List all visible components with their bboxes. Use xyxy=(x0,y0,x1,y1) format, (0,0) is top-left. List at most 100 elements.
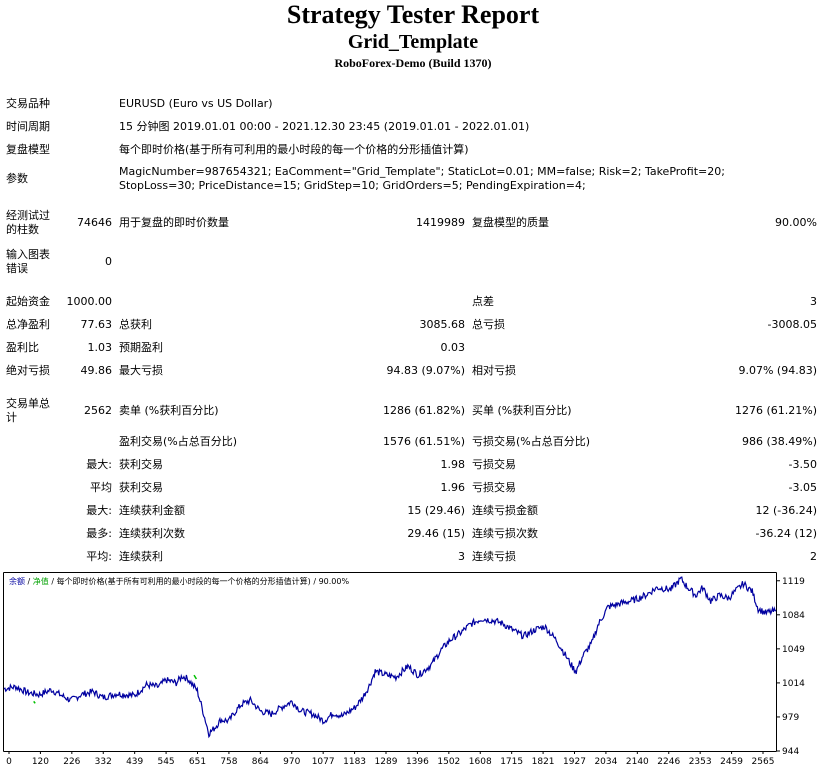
server-build: RoboForex-Demo (Build 1370) xyxy=(334,56,492,70)
quality-label: 复盘模型的质量 xyxy=(472,216,549,229)
max-consecutive-profit-label: 连续获利次数 xyxy=(119,527,185,540)
x-tick-label: 758 xyxy=(220,757,237,767)
largest-loss-label: 亏损交易 xyxy=(472,458,516,471)
y-tick-label: 979 xyxy=(782,713,799,723)
relative-drawdown-value: 9.07% (94.83) xyxy=(738,364,817,377)
largest-prefix: 最大: xyxy=(86,458,112,471)
spread-label: 点差 xyxy=(472,295,494,308)
average-profit-value: 1.96 xyxy=(440,481,466,494)
errors-value: 0 xyxy=(105,255,112,268)
average-loss-value: -3.05 xyxy=(788,481,817,494)
avg-consecutive-wins-label: 连续获利 xyxy=(119,550,163,563)
x-tick-label: 2459 xyxy=(720,757,743,767)
report-title: Strategy Tester Report xyxy=(286,0,540,29)
x-tick-label: 2353 xyxy=(689,757,712,767)
average-consecutive-prefix: 平均: xyxy=(86,550,112,563)
absolute-drawdown-value: 49.86 xyxy=(80,364,113,377)
long-positions-label: 买单 (%获利百分比) xyxy=(472,404,572,417)
max-consecutive-wins-label: 连续获利金额 xyxy=(119,504,185,517)
x-tick-label: 1927 xyxy=(563,757,586,767)
x-tick-label: 120 xyxy=(32,757,49,767)
gross-profit-value: 3085.68 xyxy=(419,318,466,331)
params-value: MagicNumber=987654321; EaComment="Grid_T… xyxy=(119,165,725,192)
maximal-drawdown-value: 94.83 (9.07%) xyxy=(386,364,465,377)
chart-legend: 余额 / 净值 / 每个即时价格(基于所有可利用的最小时段的每一个价格的分形插值… xyxy=(9,576,349,586)
profit-trades-label: 盈利交易(%占总百分比) xyxy=(119,435,238,448)
loss-trades-value: 986 (38.49%) xyxy=(741,435,817,448)
ticks-value: 1419989 xyxy=(416,216,465,229)
profit-trades-value: 1576 (61.51%) xyxy=(382,435,465,448)
x-tick-label: 1608 xyxy=(469,757,492,767)
y-tick-label: 1049 xyxy=(782,645,805,655)
maximum-prefix: 最大: xyxy=(86,504,112,517)
deposit-value: 1000.00 xyxy=(66,295,113,308)
quality-value: 90.00% xyxy=(775,216,817,229)
largest-profit-label: 获利交易 xyxy=(119,458,163,471)
short-positions-label: 卖单 (%获利百分比) xyxy=(119,404,219,417)
total-trades-value: 2562 xyxy=(84,404,112,417)
profit-factor-label: 盈利比 xyxy=(6,341,39,354)
gross-loss-label: 总亏损 xyxy=(472,318,505,331)
short-positions-value: 1286 (61.82%) xyxy=(382,404,465,417)
loss-trades-label: 亏损交易(%占总百分比) xyxy=(472,435,591,448)
average-loss-label: 亏损交易 xyxy=(472,481,516,494)
x-tick-label: 1077 xyxy=(312,757,335,767)
deposit-label: 起始资金 xyxy=(6,295,50,308)
x-axis: 0 120 226 332 439 545 651 758 864 970 1077 1183 1289… xyxy=(6,751,774,767)
absolute-drawdown-label: 绝对亏损 xyxy=(6,364,50,377)
x-tick-label: 1821 xyxy=(532,757,555,767)
expected-payoff-value: 0.03 xyxy=(440,341,466,354)
period-label: 时间周期 xyxy=(6,120,50,133)
relative-drawdown-label: 相对亏损 xyxy=(472,364,516,377)
x-tick-label: 1715 xyxy=(500,757,523,767)
gross-loss-value: -3008.05 xyxy=(767,318,817,331)
total-trades-label: 交易单总计 xyxy=(6,397,50,424)
max-consecutive-losses-value: 12 (-36.24) xyxy=(755,504,817,517)
long-positions-value: 1276 (61.21%) xyxy=(734,404,817,417)
bars-value: 74646 xyxy=(77,216,112,229)
maximal-drawdown-label: 最大亏损 xyxy=(119,364,163,377)
equity-mark xyxy=(33,700,36,704)
max-consecutive-loss-label: 连续亏损次数 xyxy=(472,527,538,540)
balance-line xyxy=(3,576,777,739)
x-tick-label: 1289 xyxy=(375,757,398,767)
x-tick-label: 2140 xyxy=(626,757,649,767)
y-tick-label: 944 xyxy=(782,747,799,757)
max-consecutive-loss-value: -36.24 (12) xyxy=(755,527,817,540)
x-tick-label: 439 xyxy=(126,757,143,767)
net-profit-value: 77.63 xyxy=(80,318,113,331)
x-tick-label: 332 xyxy=(95,757,112,767)
x-tick-label: 1396 xyxy=(406,757,429,767)
symbol-value: EURUSD (Euro vs US Dollar) xyxy=(119,97,273,110)
largest-loss-value: -3.50 xyxy=(788,458,817,471)
x-tick-label: 226 xyxy=(63,757,80,767)
max-consecutive-losses-label: 连续亏损金额 xyxy=(472,504,538,517)
x-tick-label: 545 xyxy=(157,757,174,767)
params-label: 参数 xyxy=(6,172,28,185)
x-tick-label: 2246 xyxy=(657,757,680,767)
avg-consecutive-wins-value: 3 xyxy=(458,550,465,563)
legend-sep: / xyxy=(25,577,33,586)
x-tick-label: 651 xyxy=(189,757,206,767)
y-tick-label: 1084 xyxy=(782,611,805,621)
expected-payoff-label: 预期盈利 xyxy=(119,341,163,354)
x-tick-label: 1502 xyxy=(437,757,460,767)
max-consecutive-profit-value: 29.46 (15) xyxy=(407,527,465,540)
symbol-label: 交易品种 xyxy=(6,97,50,110)
avg-consecutive-losses-label: 连续亏损 xyxy=(472,550,516,563)
chart-series xyxy=(3,576,777,739)
max-consecutive-wins-value: 15 (29.46) xyxy=(407,504,465,517)
x-tick-label: 2565 xyxy=(752,757,775,767)
legend-balance: 余额 xyxy=(9,576,25,586)
bars-label: 经测试过的柱数 xyxy=(6,209,50,236)
y-tick-label: 1014 xyxy=(782,679,805,689)
x-tick-label: 864 xyxy=(252,757,269,767)
legend-rest: / 每个即时价格(基于所有可利用的最小时段的每一个价格的分形插值计算) / 90… xyxy=(49,576,350,586)
avg-consecutive-losses-value: 2 xyxy=(810,550,817,563)
x-tick-label: 0 xyxy=(6,757,12,767)
model-label: 复盘模型 xyxy=(6,143,50,156)
spread-value: 3 xyxy=(810,295,817,308)
profit-factor-value: 1.03 xyxy=(87,341,113,354)
x-tick-label: 970 xyxy=(283,757,300,767)
most-prefix: 最多: xyxy=(86,527,112,540)
